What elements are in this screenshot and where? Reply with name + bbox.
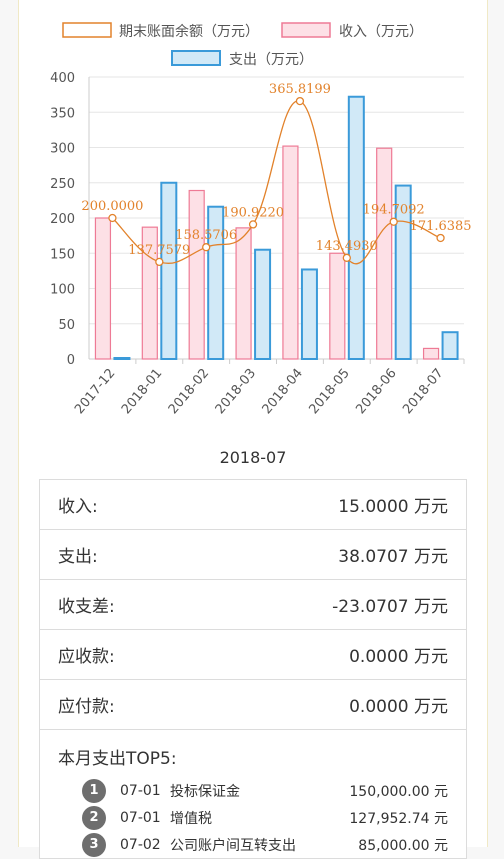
y-tick-label: 0 [67,353,75,368]
expense-value: 38.0707 万元 [338,547,448,567]
income-bar [376,147,393,360]
top5-title: 本月支出TOP5: [58,749,177,769]
legend-label-balance: 期末账面余额（万元） [119,23,259,40]
difference-value: -23.0707 万元 [332,597,448,617]
balance-data-label: 137.7579 [128,243,190,258]
top5-item[interactable]: 3 07-02 公司账户间互转支出 85,000.00 元 [58,831,448,858]
balance-data-label: 200.0000 [81,199,143,214]
balance-data-label: 194.7092 [363,203,425,218]
top5-item[interactable]: 2 07-01 增值税 127,952.74 元 [58,804,448,831]
x-tick-label: 2018-05 [306,366,352,417]
balance-data-label: 190.9220 [222,205,284,220]
legend-swatch-expense [171,50,221,66]
expense-label: 支出: [58,547,98,567]
x-tick-label: 2018-01 [119,366,165,417]
balance-point [248,220,258,229]
expense-bar [394,184,412,360]
balance-point [202,243,211,252]
y-tick-label: 400 [50,71,75,86]
payable-value: 0.0000 万元 [349,697,448,717]
x-tick-label: 2017-12 [72,366,118,417]
rank-badge: 3 [82,832,106,857]
page: 期末账面余额（万元） 收入（万元） 支出（万元） 0 50 100 150 200 250 300… [18,0,488,859]
balance-point [342,253,351,262]
y-tick-label: 50 [58,318,75,333]
legend-swatch-income [281,22,331,38]
y-tick-label: 350 [50,106,75,121]
balance-point [155,257,164,267]
receivable-label: 应收款: [58,647,115,667]
expense-amount: 127,952.74 元 [349,810,448,827]
balance-line [111,100,441,265]
expense-bar [441,331,459,360]
expense-date: 07-01 [120,809,161,826]
summary-row-receivable: 应收款: 0.0000 万元 [40,630,466,680]
expense-name: 投标保证金 [170,783,240,800]
balance-point [108,213,117,223]
income-bar [235,227,252,360]
summary-row-expense: 支出: 38.0707 万元 [40,530,466,580]
income-bar [282,145,299,360]
expense-name: 增值税 [170,810,212,827]
y-tick-label: 300 [50,142,75,157]
rank-badge: 2 [82,805,106,830]
income-bar [422,347,440,360]
y-tick-label: 250 [50,177,75,192]
balance-data-label: 143.4930 [316,239,378,254]
summary-table: 收入: 15.0000 万元 支出: 38.0707 万元 收支差: -23.0… [39,479,467,859]
y-tick-label: 200 [50,212,75,227]
expense-bar [347,95,365,361]
expense-date: 07-01 [120,782,161,799]
balance-data-label: 158.5706 [175,228,237,243]
income-bar [94,217,112,360]
x-tick-label: 2018-02 [166,366,212,417]
summary-row-difference: 收支差: -23.0707 万元 [40,580,466,630]
expense-bar [300,268,318,360]
expense-amount: 85,000.00 元 [358,837,448,854]
balance-data-label: 365.8199 [269,82,331,97]
y-tick-label: 150 [50,247,75,262]
rank-badge: 1 [82,778,106,803]
legend-swatch-balance [62,22,112,38]
x-tick-label: 2018-07 [400,366,446,417]
expense-bar [254,248,272,361]
income-label: 收入: [58,497,98,517]
balance-point [436,233,445,243]
expense-date: 07-02 [120,836,161,853]
x-tick-label: 2018-06 [353,366,399,417]
payable-label: 应付款: [58,697,115,717]
legend-label-income: 收入（万元） [339,24,423,40]
top5-item[interactable]: 1 07-01 投标保证金 150,000.00 元 [58,777,448,804]
summary-row-payable: 应付款: 0.0000 万元 [40,680,466,730]
receivable-value: 0.0000 万元 [349,647,448,667]
income-bar [329,252,346,360]
difference-label: 收支差: [58,597,115,617]
x-tick-label: 2018-03 [213,366,259,417]
period-label: 2018-07 [219,448,287,467]
balance-data-label: 171.6385 [410,219,472,234]
summary-row-income: 收入: 15.0000 万元 [40,480,466,530]
balance-point [389,217,398,226]
income-bar [188,189,205,360]
top5-expense-section: 本月支出TOP5: 1 07-01 投标保证金 150,000.00 元 2 0… [40,730,466,858]
expense-amount: 150,000.00 元 [349,783,448,800]
income-value: 15.0000 万元 [338,497,448,517]
y-tick-label: 100 [50,283,75,298]
expense-bar [160,181,178,360]
legend-label-expense: 支出（万元） [229,52,313,68]
income-expense-chart: 期末账面余额（万元） 收入（万元） 支出（万元） 0 50 100 150 200 250 300… [50,22,472,417]
expense-name: 公司账户间互转支出 [170,837,296,854]
x-tick-label: 2018-04 [260,366,306,417]
expense-bar [113,357,131,360]
balance-point [295,96,305,106]
